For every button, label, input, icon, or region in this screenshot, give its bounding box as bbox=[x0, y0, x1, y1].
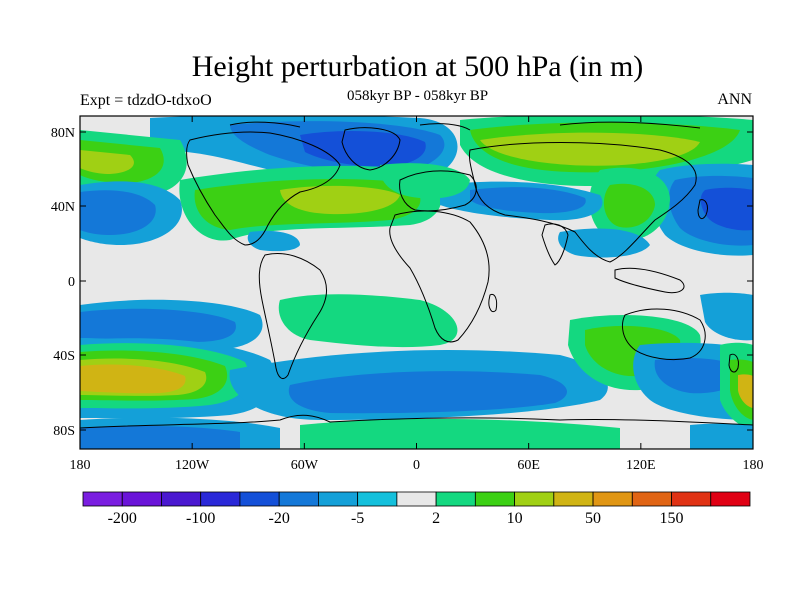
coast-new-zealand bbox=[728, 353, 739, 373]
lat-ticks: 80N 40N 0 40S 80S bbox=[51, 126, 753, 439]
field-npac-blue2 bbox=[80, 190, 156, 235]
lat-tick-label: 80N bbox=[51, 126, 75, 141]
field-nam-core bbox=[300, 130, 426, 167]
coast-greenland bbox=[341, 127, 401, 171]
lat-tick-label: 80S bbox=[53, 424, 75, 439]
coast-antarctica bbox=[80, 414, 753, 429]
field-atl-yellowgreen bbox=[280, 185, 400, 215]
lon-tick-label: 180 bbox=[743, 458, 764, 473]
colorbar-swatch bbox=[200, 491, 241, 507]
coast-japan bbox=[697, 199, 708, 220]
colorbar-swatch bbox=[318, 491, 359, 507]
coast-arctic-islands bbox=[229, 121, 701, 131]
lon-tick-label: 0 bbox=[413, 458, 420, 473]
lon-tick-label: 120W bbox=[175, 458, 210, 473]
field-nwpac-yellowgreen bbox=[80, 150, 134, 174]
experiment-label: Expt = tdzdO-tdxoO bbox=[80, 92, 212, 109]
colorbar-swatch bbox=[278, 491, 319, 507]
coast-africa bbox=[389, 210, 490, 343]
colorbar-swatch bbox=[474, 491, 515, 507]
colorbar-swatch bbox=[631, 491, 672, 507]
field-eur-blue2 bbox=[470, 187, 586, 214]
chart-subtitle: 058kyr BP - 058kyr BP bbox=[346, 88, 489, 104]
field-asia-lightgreen bbox=[603, 183, 655, 228]
coast-se-asia bbox=[614, 267, 685, 294]
colorbar-swatch bbox=[82, 491, 123, 507]
lat-tick-label: 40N bbox=[51, 200, 75, 215]
field-satl-green bbox=[278, 294, 458, 348]
field-arctic-yellowgreen bbox=[480, 132, 700, 166]
colorbar-swatch bbox=[553, 491, 594, 507]
coast-south-america bbox=[258, 253, 327, 379]
colorbar-label: 150 bbox=[660, 510, 684, 527]
field-ant-blue-right bbox=[690, 423, 753, 449]
colorbar-label: 2 bbox=[432, 510, 440, 527]
colorbar-label: -5 bbox=[351, 510, 364, 527]
field-ant-green bbox=[300, 418, 620, 449]
lon-tick-label: 120E bbox=[626, 458, 656, 473]
field-ant-blue-left2 bbox=[80, 425, 240, 449]
colorbar-swatch bbox=[514, 491, 555, 507]
field-so-blue2 bbox=[80, 308, 236, 342]
colorbar-label: 10 bbox=[507, 510, 523, 527]
field-epac-darkblue bbox=[700, 187, 753, 231]
field-trop-blue bbox=[558, 228, 650, 258]
colorbar-swatch bbox=[671, 491, 712, 507]
colorbar: -200 -100 -20 -5 2 10 50 150 bbox=[82, 491, 751, 527]
colorbar-swatch bbox=[435, 491, 476, 507]
field-eur-green bbox=[379, 163, 470, 199]
coast-australia bbox=[622, 308, 706, 361]
season-label: ANN bbox=[717, 91, 752, 108]
coastlines bbox=[80, 121, 753, 429]
colorbar-swatch bbox=[161, 491, 202, 507]
colorbar-swatch bbox=[592, 491, 633, 507]
colorbar-label: -20 bbox=[269, 510, 290, 527]
colorbar-swatch bbox=[710, 491, 751, 507]
lat-tick-label: 0 bbox=[68, 275, 75, 290]
coast-madagascar bbox=[488, 293, 498, 313]
coast-asia bbox=[469, 142, 697, 263]
field-right-yellow bbox=[738, 374, 753, 408]
lon-ticks: 180 120W 60W 0 60E 120E 180 bbox=[70, 116, 764, 473]
lat-tick-label: 40S bbox=[53, 349, 75, 364]
lon-tick-label: 180 bbox=[70, 458, 91, 473]
colorbar-label: 50 bbox=[585, 510, 601, 527]
field-carib-blue bbox=[247, 230, 300, 252]
colorbar-swatch bbox=[239, 491, 280, 507]
lon-tick-label: 60E bbox=[517, 458, 540, 473]
colorbar-label: -200 bbox=[108, 510, 137, 527]
lon-tick-label: 60W bbox=[291, 458, 319, 473]
colorbar-swatch bbox=[121, 491, 162, 507]
field-spac-yellow bbox=[80, 364, 186, 394]
field-so-mid-blue2 bbox=[288, 371, 567, 414]
chart-title: Height perturbation at 500 hPa (in m) bbox=[191, 50, 644, 83]
colorbar-swatch bbox=[396, 491, 437, 507]
colorbar-label: -100 bbox=[186, 510, 215, 527]
coast-india bbox=[541, 223, 569, 266]
field-right-blue-20s bbox=[700, 292, 753, 341]
colorbar-swatch bbox=[357, 491, 398, 507]
coast-north-america bbox=[186, 131, 341, 246]
coast-europe bbox=[399, 170, 477, 212]
